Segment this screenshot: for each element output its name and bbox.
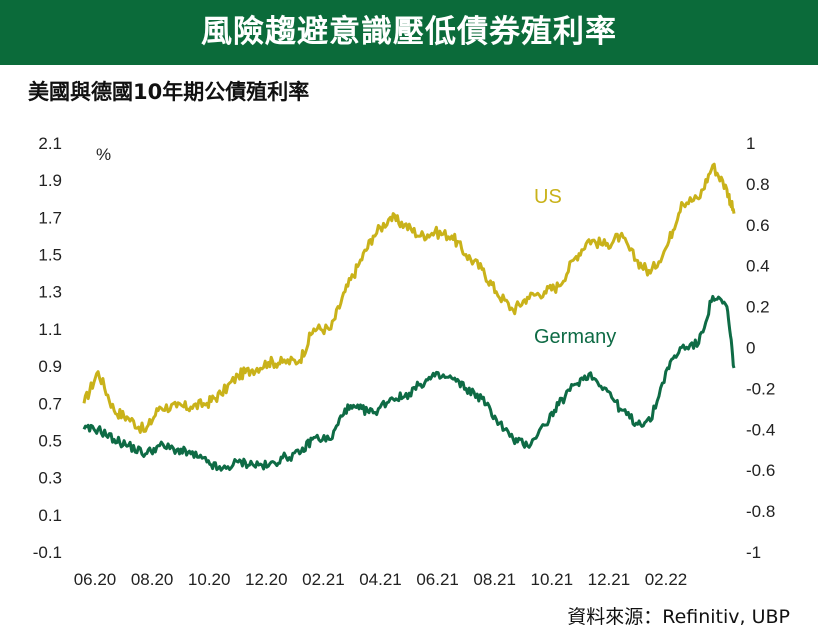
x-tick-label: 10.20	[188, 570, 231, 589]
title-banner: 風險趨避意識壓低債券殖利率	[0, 0, 818, 65]
x-tick-label: 06.21	[416, 570, 459, 589]
x-tick-label: 12.20	[245, 570, 288, 589]
left-axis: 2.1 1.9 1.7 1.5 1.3 1.1 0.9 0.7 0.5 0.3 0.1 -0.1	[33, 134, 62, 562]
x-tick-label: 04.21	[359, 570, 402, 589]
left-tick-label: 1.5	[38, 246, 62, 265]
right-tick-label: 0.4	[746, 257, 770, 276]
x-tick-label: 06.20	[74, 570, 117, 589]
left-tick-label: 1.7	[38, 208, 62, 227]
right-tick-label: 0	[746, 339, 755, 358]
x-axis: 06.20 08.20 10.20 12.20 02.21 04.21 06.21 08.21…	[74, 570, 688, 589]
x-tick-label: 08.20	[131, 570, 174, 589]
left-tick-label: 1.3	[38, 283, 62, 302]
right-tick-label: 0.2	[746, 298, 770, 317]
left-tick-label: 0.1	[38, 506, 62, 525]
source-note: 資料來源：Refinitiv, UBP	[567, 606, 790, 628]
right-tick-label: 0.6	[746, 216, 770, 235]
left-tick-label: 0.5	[38, 431, 62, 450]
right-tick-label: 1	[746, 134, 755, 153]
left-tick-label: 0.3	[38, 469, 62, 488]
right-tick-label: -0.4	[746, 420, 775, 439]
left-tick-label: 0.9	[38, 357, 62, 376]
yield-chart: 2.11.91.71.51.31.10.90.70.50.30.1-0.1 10…	[33, 134, 776, 589]
right-tick-label: -0.2	[746, 379, 775, 398]
left-tick-label: -0.1	[33, 543, 62, 562]
us-yield-line	[82, 162, 736, 434]
x-tick-label: 02.22	[645, 570, 688, 589]
left-tick-label: 1.1	[38, 320, 62, 339]
right-tick-label: -0.8	[746, 502, 775, 521]
right-tick-label: -0.6	[746, 461, 775, 480]
germany-yield-line	[82, 294, 736, 472]
germany-series-label: Germany	[534, 326, 616, 348]
x-tick-label: 02.21	[302, 570, 345, 589]
page-title: 風險趨避意識壓低債券殖利率	[201, 14, 617, 50]
right-tick-label: -1	[746, 543, 761, 562]
chart-subtitle: 美國與德國10年期公債殖利率	[28, 80, 310, 104]
x-tick-label: 10.21	[531, 570, 574, 589]
x-tick-label: 08.21	[473, 570, 516, 589]
us-series-label: US	[534, 186, 562, 208]
right-axis: 1 0.8 0.6 0.4 0.2 0 -0.2 -0.4 -0.6 -0.8 -1	[746, 134, 775, 562]
left-tick-label: 1.9	[38, 171, 62, 190]
right-tick-label: 0.8	[746, 175, 770, 194]
left-tick-label: 2.1	[38, 134, 62, 153]
left-tick-label: 0.7	[38, 394, 62, 413]
unit-label: %	[96, 145, 111, 164]
x-tick-label: 12.21	[588, 570, 631, 589]
